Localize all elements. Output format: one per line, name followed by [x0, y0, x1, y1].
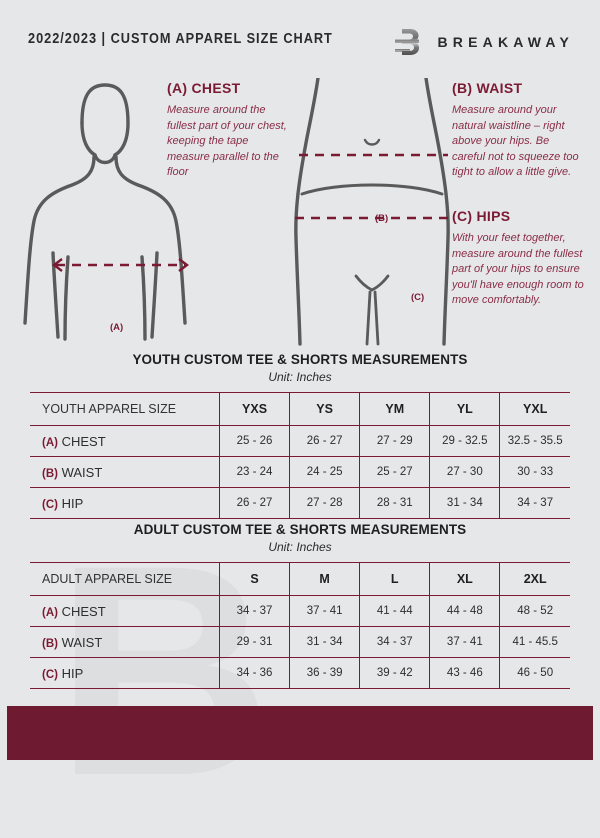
measurement-cell: 31 - 34	[429, 487, 500, 519]
table-row: (C) HIP 34 - 36 36 - 39 39 - 42 43 - 46 46 - …	[30, 657, 570, 689]
measurement-cell: 39 - 42	[359, 657, 430, 689]
table-row: (A) CHEST 25 - 26 26 - 27 27 - 29 29 - 32.5 3…	[30, 425, 570, 457]
row-letter: (C)	[42, 668, 58, 681]
measurement-cell: 46 - 50	[499, 657, 570, 689]
measurement-cell: 27 - 29	[359, 425, 430, 457]
row-name: HIP	[57, 495, 84, 511]
column-header-cell: YL	[429, 392, 500, 426]
callout-hips: (C) HIPS With your feet together, measur…	[452, 208, 590, 309]
measurement-cell: 44 - 48	[429, 595, 500, 627]
youth-table-block: YOUTH CUSTOM TEE & SHORTS MEASUREMENTS U…	[0, 352, 600, 519]
measurement-cell: 25 - 26	[218, 425, 290, 457]
measurement-cell: 29 - 32.5	[429, 425, 500, 457]
measurement-cell: 41 - 44	[359, 595, 430, 627]
measurement-cell: 37 - 41	[429, 626, 500, 658]
callout-waist: (B) WAIST Measure around your natural wa…	[452, 80, 584, 181]
measurement-cell: 48 - 52	[499, 595, 570, 627]
row-letter: (A)	[42, 606, 58, 619]
callout-chest-body: Measure around the fullest part of your …	[167, 104, 287, 178]
measurement-cell: 41 - 45.5	[499, 626, 570, 658]
measurement-cell: 34 - 36	[218, 657, 290, 689]
measurement-cell: 25 - 27	[359, 456, 430, 488]
measurement-cell: 24 - 25	[289, 456, 360, 488]
column-header-cell: YM	[359, 392, 430, 426]
row-label-cell: (A) CHEST	[30, 595, 220, 627]
measurement-cell: 34 - 37	[359, 626, 430, 658]
callout-hips-body: With your feet together, measure around …	[452, 232, 584, 306]
row-name: HIP	[57, 665, 84, 681]
table-row: (B) WAIST 29 - 31 31 - 34 34 - 37 37 - 41 41 …	[30, 626, 570, 658]
callout-waist-body: Measure around your natural waistline – …	[452, 104, 579, 178]
column-header-cell: XL	[429, 562, 500, 596]
callout-chest-title: (A) CHEST	[167, 80, 241, 96]
row-label-cell: (B) WAIST	[30, 456, 220, 488]
row-letter: (B)	[42, 637, 58, 650]
row-name: WAIST	[57, 464, 103, 480]
breakaway-b-logo-icon	[395, 29, 420, 55]
measurement-cell: 26 - 27	[218, 487, 290, 519]
measurement-cell: 30 - 33	[499, 456, 570, 488]
measurement-cell: 34 - 37	[218, 595, 290, 627]
marker-chest: (A)	[110, 322, 124, 333]
column-header-cell: M	[289, 562, 360, 596]
column-header-cell: YS	[289, 392, 360, 426]
column-header-cell: 2XL	[499, 562, 570, 596]
row-label-cell: (A) CHEST	[30, 425, 220, 457]
youth-size-table: YOUTH APPAREL SIZE YXS YS YM YL YXL (A) CHEST 2…	[30, 392, 570, 519]
adult-table-title: ADULT CUSTOM TEE & SHORTS MEASUREMENTS	[133, 522, 467, 537]
marker-hips: (C)	[411, 292, 425, 303]
size-label-cell: ADULT APPAREL SIZE	[30, 562, 220, 596]
column-header-cell: S	[218, 562, 290, 596]
column-header-cell: YXL	[499, 392, 570, 426]
adult-table-unit: Unit: Inches	[268, 540, 332, 554]
callout-hips-title: (C) HIPS	[452, 208, 511, 224]
measurement-cell: 27 - 28	[289, 487, 360, 519]
measurement-cell: 36 - 39	[289, 657, 360, 689]
table-header-row: ADULT APPAREL SIZE S M L XL 2XL	[30, 562, 570, 596]
row-letter: (A)	[42, 436, 58, 449]
brand-lockup: BREAKAWAY	[393, 26, 574, 58]
measurement-cell: 43 - 46	[429, 657, 500, 689]
callout-chest: (A) CHEST Measure around the fullest par…	[167, 80, 292, 181]
row-name: WAIST	[57, 634, 103, 650]
measurement-cell: 26 - 27	[289, 425, 360, 457]
measurement-cell: 28 - 31	[359, 487, 430, 519]
measurement-cell: 32.5 - 35.5	[499, 425, 570, 457]
measurement-cell: 23 - 24	[218, 456, 290, 488]
page-header: 2022/2023 | CUSTOM APPAREL SIZE CHART BR…	[0, 0, 600, 72]
adult-size-table: ADULT APPAREL SIZE S M L XL 2XL (A) CHEST 34 - …	[30, 562, 570, 689]
front-hips-silhouette	[294, 78, 450, 346]
waist-measure-line	[299, 153, 448, 157]
measurement-cell: 37 - 41	[289, 595, 360, 627]
column-header-cell: L	[359, 562, 430, 596]
row-label-cell: (B) WAIST	[30, 626, 220, 658]
youth-table-title: YOUTH CUSTOM TEE & SHORTS MEASUREMENTS	[132, 352, 468, 367]
table-row: (B) WAIST 23 - 24 24 - 25 25 - 27 27 - 30 30 …	[30, 456, 570, 488]
row-letter: (C)	[42, 498, 58, 511]
footer-band	[7, 706, 593, 760]
youth-table-unit: Unit: Inches	[268, 370, 332, 384]
table-header-row: YOUTH APPAREL SIZE YXS YS YM YL YXL	[30, 392, 570, 426]
marker-waist: (B)	[375, 213, 389, 224]
chest-measure-line	[52, 258, 189, 272]
measurement-cell: 29 - 31	[218, 626, 290, 658]
table-row: (A) CHEST 34 - 37 37 - 41 41 - 44 44 - 48 48 …	[30, 595, 570, 627]
measurement-cell: 34 - 37	[499, 487, 570, 519]
measurement-cell: 31 - 34	[289, 626, 360, 658]
size-label-cell: YOUTH APPAREL SIZE	[30, 392, 220, 426]
measurement-diagram: (A) (B) (C)	[0, 70, 600, 355]
measurement-cell: 27 - 30	[429, 456, 500, 488]
row-letter: (B)	[42, 467, 58, 480]
row-label-cell: (C) HIP	[30, 657, 220, 689]
callout-waist-title: (B) WAIST	[452, 80, 523, 96]
brand-wordmark: BREAKAWAY	[437, 34, 574, 50]
column-header-cell: YXS	[218, 392, 290, 426]
row-name: CHEST	[57, 433, 106, 449]
adult-table-block: ADULT CUSTOM TEE & SHORTS MEASUREMENTS U…	[0, 522, 600, 689]
row-name: CHEST	[57, 603, 106, 619]
row-label-cell: (C) HIP	[30, 487, 220, 519]
table-row: (C) HIP 26 - 27 27 - 28 28 - 31 31 - 34 34 - …	[30, 487, 570, 519]
page-title: 2022/2023 | CUSTOM APPAREL SIZE CHART	[28, 31, 333, 47]
hips-measure-line	[295, 216, 451, 220]
